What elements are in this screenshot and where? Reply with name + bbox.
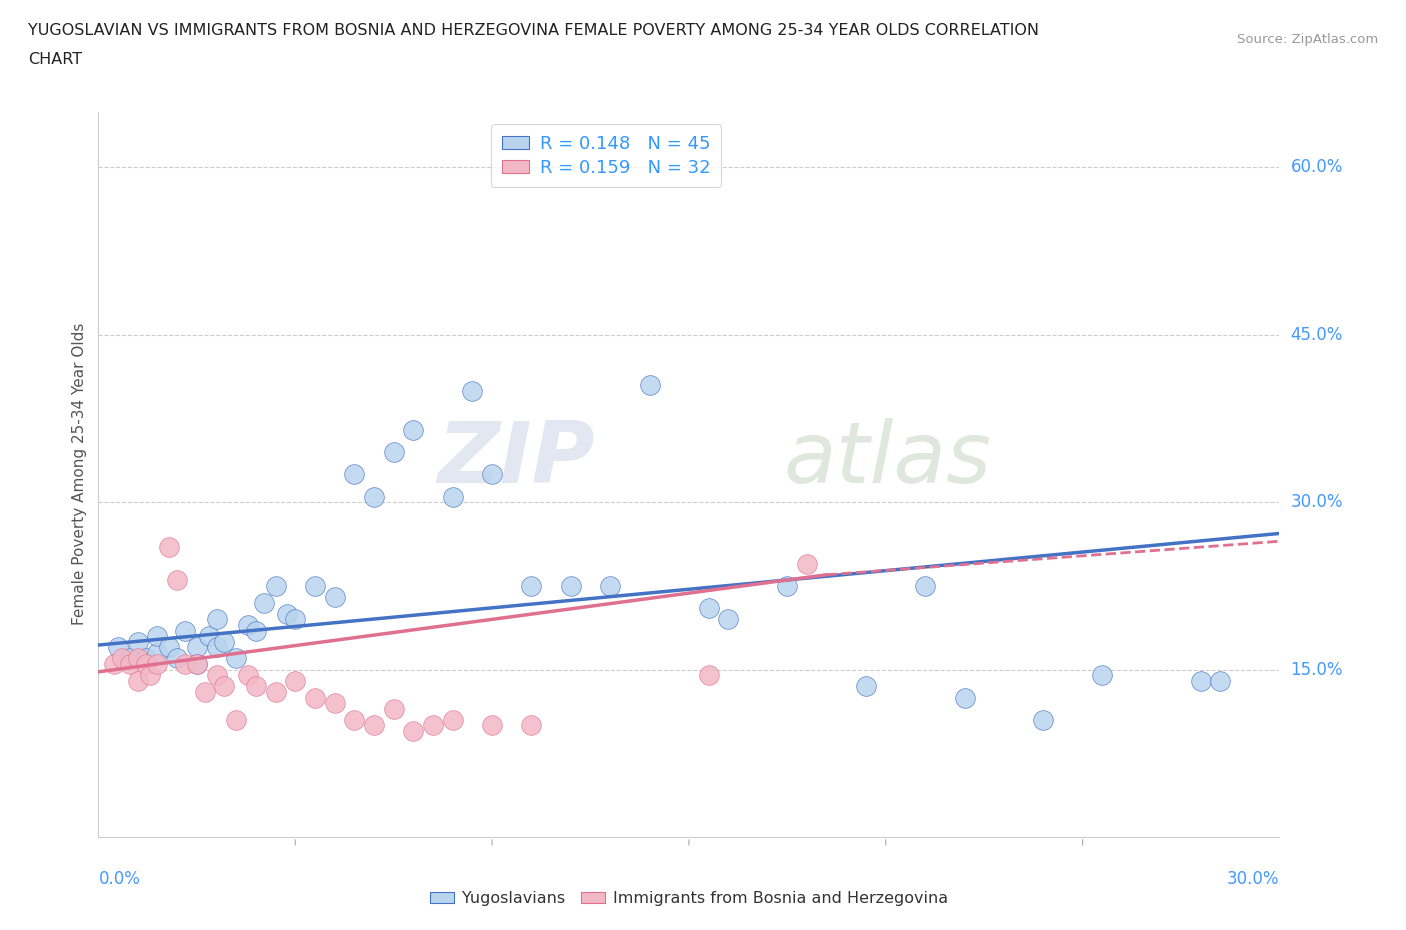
Point [481,718,503,733]
Point [717,612,740,627]
Point [214,679,236,694]
Point [343,467,366,482]
Point [205,640,228,655]
Point [236,668,259,683]
Point [111,651,134,666]
Point [118,651,141,666]
Point [253,595,276,610]
Point [264,684,287,699]
Point [1032,712,1054,727]
Text: 60.0%: 60.0% [1291,158,1343,177]
Point [118,657,141,671]
Point [225,712,247,727]
Point [107,640,129,655]
Point [560,578,582,593]
Point [323,590,346,604]
Point [1091,668,1114,683]
Point [284,673,307,688]
Point [264,578,287,593]
Point [103,657,125,671]
Point [402,724,425,738]
Text: 30.0%: 30.0% [1227,870,1279,887]
Point [599,578,621,593]
Point [402,422,425,437]
Point [284,612,307,627]
Point [323,696,346,711]
Point [1189,673,1212,688]
Text: 15.0%: 15.0% [1291,660,1343,679]
Point [194,684,217,699]
Point [174,623,197,638]
Point [343,712,366,727]
Text: CHART: CHART [28,52,82,67]
Point [245,679,267,694]
Point [441,712,464,727]
Point [855,679,877,694]
Point [520,718,543,733]
Text: 45.0%: 45.0% [1291,326,1343,344]
Point [245,623,267,638]
Point [186,640,208,655]
Point [382,445,405,459]
Text: 0.0%: 0.0% [98,870,141,887]
Point [135,657,157,671]
Point [205,612,228,627]
Point [174,657,197,671]
Point [914,578,936,593]
Point [953,690,976,705]
Text: 30.0%: 30.0% [1291,493,1343,512]
Point [461,383,484,398]
Point [441,489,464,504]
Point [363,489,385,504]
Point [166,573,188,588]
Legend: R = 0.148   N = 45, R = 0.159   N = 32: R = 0.148 N = 45, R = 0.159 N = 32 [491,125,721,187]
Point [166,651,188,666]
Y-axis label: Female Poverty Among 25-34 Year Olds: Female Poverty Among 25-34 Year Olds [72,323,87,626]
Point [146,645,169,660]
Legend: Yugoslavians, Immigrants from Bosnia and Herzegovina: Yugoslavians, Immigrants from Bosnia and… [423,885,955,912]
Point [236,618,259,632]
Point [127,651,149,666]
Point [304,578,326,593]
Point [225,651,247,666]
Text: ZIP: ZIP [437,418,595,501]
Point [363,718,385,733]
Point [135,651,157,666]
Point [304,690,326,705]
Point [186,657,208,671]
Point [205,668,228,683]
Point [776,578,799,593]
Point [276,606,298,621]
Point [146,629,169,644]
Text: YUGOSLAVIAN VS IMMIGRANTS FROM BOSNIA AND HERZEGOVINA FEMALE POVERTY AMONG 25-34: YUGOSLAVIAN VS IMMIGRANTS FROM BOSNIA AN… [28,23,1039,38]
Point [127,634,149,649]
Point [1209,673,1232,688]
Text: atlas: atlas [783,418,991,501]
Point [638,378,661,392]
Point [697,668,720,683]
Text: Source: ZipAtlas.com: Source: ZipAtlas.com [1237,33,1378,46]
Point [157,640,180,655]
Point [422,718,444,733]
Point [197,629,219,644]
Point [138,668,160,683]
Point [481,467,503,482]
Point [186,657,208,671]
Point [127,673,149,688]
Point [214,634,236,649]
Point [697,601,720,616]
Point [796,556,818,571]
Point [157,539,180,554]
Point [520,578,543,593]
Point [382,701,405,716]
Point [146,657,169,671]
